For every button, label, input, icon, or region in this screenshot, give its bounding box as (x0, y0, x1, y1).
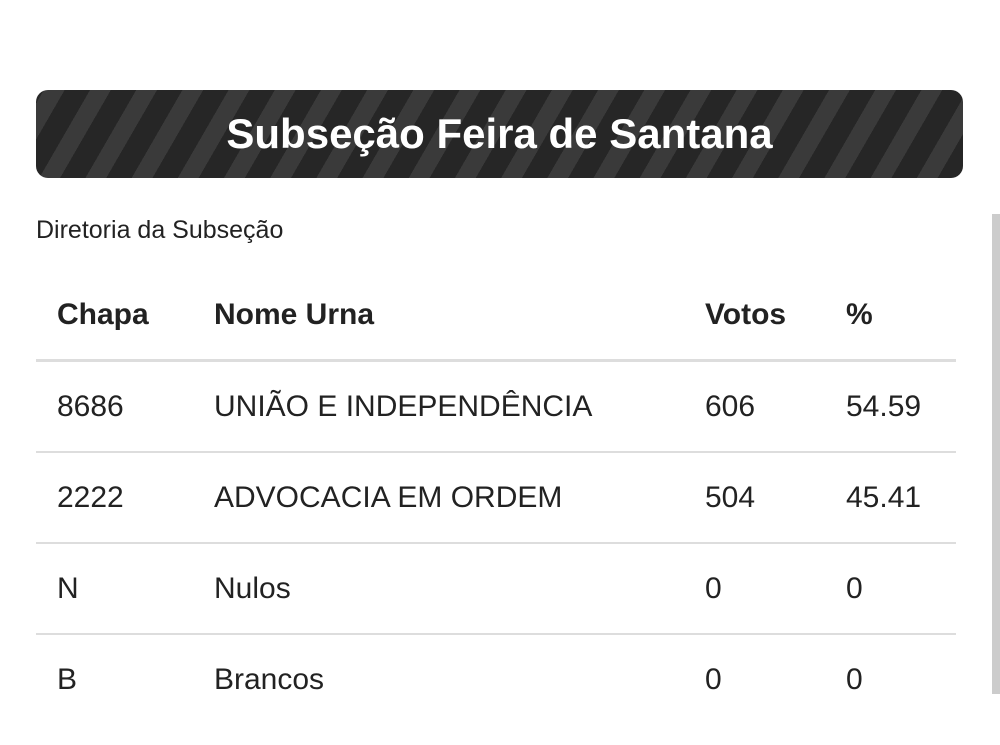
header-nome-urna: Nome Urna (213, 270, 704, 362)
cell-votos: 0 (704, 543, 845, 635)
table-row: 2222 ADVOCACIA EM ORDEM 504 45.41 (36, 452, 956, 544)
cell-votos: 0 (705, 662, 722, 696)
scrollbar[interactable] (992, 214, 1000, 694)
results-table: Chapa Nome Urna Votos % 8686 UNIÃO E INDE… (36, 270, 956, 724)
cell-votos: 504 (704, 452, 845, 544)
table-row: 8686 UNIÃO E INDEPENDÊNCIA 606 54.59 (36, 360, 956, 453)
table-row: B Brancos 0 0 (36, 634, 956, 724)
cell-nome-urna: Brancos (214, 662, 325, 696)
cell-chapa: N (36, 543, 213, 635)
section-banner: Subseção Feira de Santana (36, 90, 963, 178)
header-votos: Votos (704, 270, 845, 362)
cell-nome-urna: ADVOCACIA EM ORDEM (213, 452, 704, 544)
cell-percent: 45.41 (845, 452, 956, 544)
cell-percent: 0 (845, 543, 956, 635)
table-row: N Nulos 0 0 (36, 543, 956, 635)
cell-votos: 606 (704, 360, 845, 453)
section-subtitle: Diretoria da Subseção (36, 216, 284, 244)
cell-chapa: 2222 (36, 452, 213, 544)
cell-chapa: 8686 (36, 360, 213, 453)
header-chapa: Chapa (36, 270, 213, 362)
cell-nome-urna: UNIÃO E INDEPENDÊNCIA (213, 360, 704, 453)
cell-chapa: B (57, 662, 78, 696)
table-header-row: Chapa Nome Urna Votos % (36, 270, 956, 362)
header-percent: % (845, 270, 956, 362)
cell-percent: 0 (846, 662, 863, 696)
page-title: Subseção Feira de Santana (226, 110, 773, 157)
cell-percent: 54.59 (845, 360, 956, 453)
cell-nome-urna: Nulos (213, 543, 704, 635)
